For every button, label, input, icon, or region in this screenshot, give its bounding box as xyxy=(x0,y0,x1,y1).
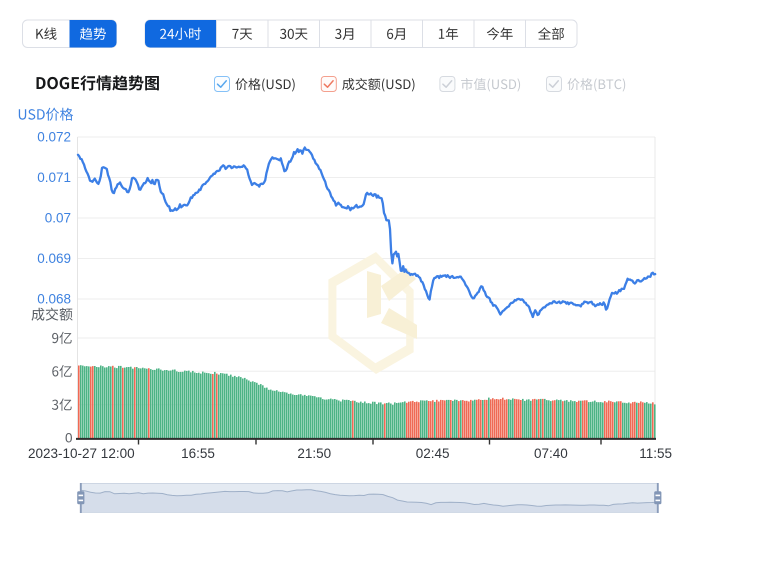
svg-text:0.071: 0.071 xyxy=(37,170,71,185)
svg-text:2023-10-27 12:00: 2023-10-27 12:00 xyxy=(28,446,135,461)
svg-text:0: 0 xyxy=(65,431,73,446)
svg-text:11:55: 11:55 xyxy=(639,446,672,461)
svg-text:0.068: 0.068 xyxy=(37,292,71,307)
svg-text:16:55: 16:55 xyxy=(181,446,215,461)
svg-text:02:45: 02:45 xyxy=(416,446,450,461)
svg-text:0.072: 0.072 xyxy=(37,130,71,145)
svg-text:21:50: 21:50 xyxy=(297,446,331,461)
svg-text:07:40: 07:40 xyxy=(534,446,568,461)
svg-text:0.069: 0.069 xyxy=(37,251,71,266)
svg-text:0.07: 0.07 xyxy=(45,211,71,226)
